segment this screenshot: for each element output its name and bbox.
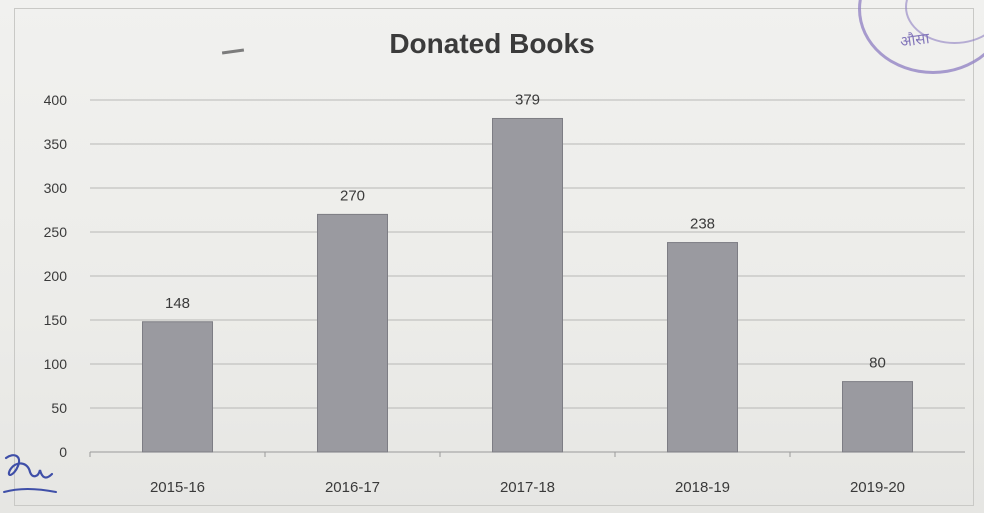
bar-2016-17: [317, 213, 388, 453]
data-label-2016-17: 270: [340, 187, 365, 204]
y-tick-label: 150: [44, 312, 68, 328]
y-tick-label: 300: [44, 180, 68, 196]
x-tick-label-2016-17: 2016-17: [325, 479, 380, 496]
data-label-2019-20: 80: [869, 355, 886, 372]
bars: [142, 117, 913, 453]
x-tick-label-2019-20: 2019-20: [850, 479, 905, 496]
x-tick-label-2015-16: 2015-16: [150, 479, 205, 496]
bar-2017-18: [492, 117, 563, 453]
chart-title: Donated Books: [389, 28, 595, 59]
y-tick-label: 200: [44, 268, 68, 284]
y-tick-label: 250: [44, 224, 68, 240]
data-label-2018-19: 238: [690, 216, 715, 233]
data-labels: 148 270 379 238 80: [165, 91, 886, 371]
x-axis-ticks: 2015-16 2016-17 2017-18 2018-19 2019-20: [89, 452, 905, 496]
y-tick-label: 350: [44, 136, 68, 152]
y-tick-label: 400: [44, 92, 68, 108]
y-tick-label: 50: [51, 400, 67, 416]
y-tick-label: 100: [44, 356, 68, 372]
handwritten-signature: [3, 454, 57, 493]
bar-2019-20: [842, 381, 913, 453]
x-tick-label-2017-18: 2017-18: [500, 479, 555, 496]
data-label-2017-18: 379: [515, 91, 540, 108]
bar-2018-19: [667, 242, 738, 453]
x-tick-label-2018-19: 2018-19: [675, 479, 730, 496]
chart-frame: [14, 8, 974, 506]
data-label-2015-16: 148: [165, 295, 190, 312]
y-axis-ticks: 0 50 100 150 200 250 300 350 400: [44, 92, 68, 460]
y-tick-label: 0: [59, 444, 67, 460]
bar-2015-16: [142, 321, 213, 453]
